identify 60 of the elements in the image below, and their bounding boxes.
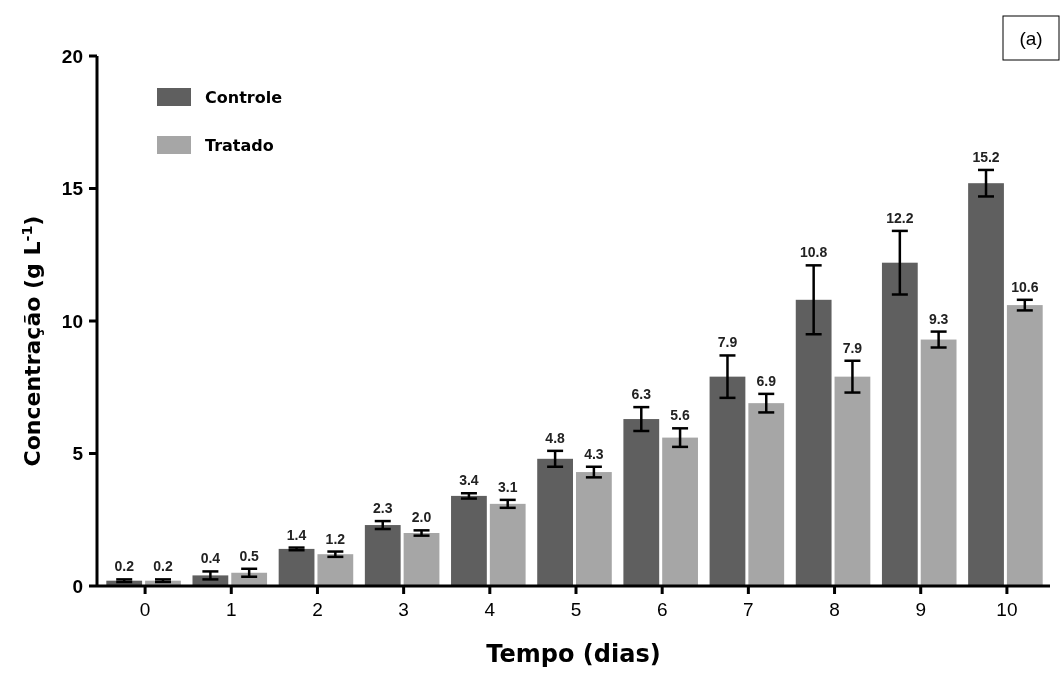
- data-label: 0.2: [153, 558, 173, 575]
- bar: [662, 437, 698, 586]
- data-label: 6.3: [631, 386, 652, 403]
- bar: [403, 533, 440, 586]
- bar: [489, 503, 526, 586]
- data-label: 15.2: [972, 148, 1000, 165]
- x-tick-label: 7: [743, 599, 754, 620]
- x-tick-label: 0: [139, 599, 151, 620]
- bar: [748, 403, 785, 586]
- bar: [537, 458, 573, 586]
- data-label: 4.8: [545, 429, 566, 446]
- x-tick-label: 4: [484, 599, 496, 620]
- bar: [364, 525, 401, 586]
- y-tick-label: 5: [72, 443, 84, 465]
- bar: [623, 419, 660, 586]
- data-label: 9.3: [928, 310, 949, 327]
- x-tick-label: 10: [996, 599, 1018, 620]
- y-tick-label: 20: [61, 45, 83, 67]
- bar: [968, 183, 1004, 586]
- bar: [1006, 305, 1043, 586]
- bar: [576, 472, 612, 586]
- x-tick-label: 2: [312, 599, 323, 620]
- data-label: 1.2: [325, 530, 346, 547]
- data-label: 4.3: [584, 445, 604, 462]
- data-label: 3.1: [497, 478, 518, 495]
- data-label: 0.4: [200, 550, 221, 567]
- x-tick-label: 3: [398, 599, 409, 620]
- bar: [920, 339, 957, 586]
- data-label: 10.8: [800, 244, 828, 261]
- data-label: 5.6: [670, 407, 691, 424]
- bar: [881, 262, 918, 586]
- y-tick-label: 10: [61, 310, 83, 332]
- text: (a): [1019, 27, 1043, 49]
- data-label: 2.3: [373, 500, 393, 517]
- legend-label: Tratado: [205, 135, 274, 155]
- bar: [834, 376, 871, 586]
- legend-label: Controle: [205, 87, 283, 107]
- data-label: 6.9: [756, 372, 777, 389]
- data-label: 0.5: [239, 547, 260, 564]
- bar: [317, 554, 354, 586]
- data-label: 2.0: [411, 509, 432, 526]
- data-label: 1.4: [286, 526, 307, 543]
- y-tick-label: 15: [61, 178, 84, 200]
- bar: [709, 376, 746, 586]
- bar: [278, 548, 315, 586]
- data-label: 0.2: [114, 558, 135, 575]
- bar: [795, 299, 832, 586]
- data-label: 12.2: [886, 209, 914, 226]
- bar: [451, 495, 487, 586]
- data-label: 7.9: [717, 334, 738, 351]
- x-tick-label: 9: [915, 599, 927, 620]
- x-tick-label: 8: [829, 599, 840, 620]
- x-tick-label: 1: [225, 599, 237, 620]
- x-axis-title: Tempo (dias): [486, 640, 661, 668]
- data-label: 3.4: [459, 472, 479, 489]
- data-label: 10.6: [1011, 278, 1039, 295]
- x-tick-label: 6: [656, 599, 668, 620]
- y-tick-label: 0: [72, 575, 83, 597]
- data-label: 7.9: [842, 339, 863, 356]
- x-tick-label: 5: [570, 599, 582, 620]
